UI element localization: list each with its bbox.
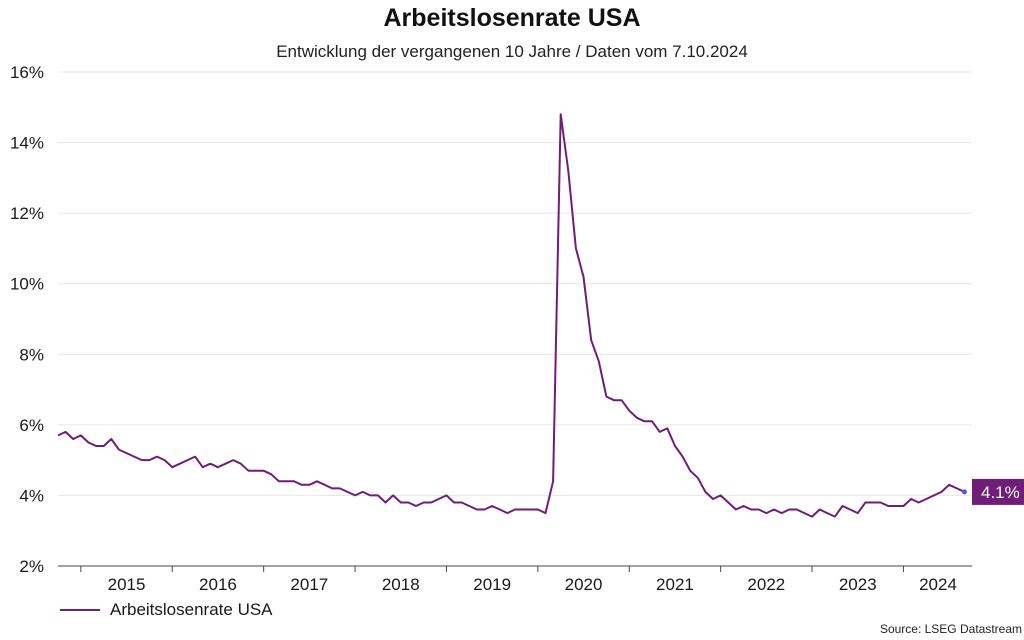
- chart-subtitle: Entwicklung der vergangenen 10 Jahre / D…: [276, 42, 748, 61]
- series-group: [57, 113, 967, 518]
- gridlines: [58, 71, 972, 496]
- x-tick-label: 2022: [747, 575, 785, 594]
- last-point-marker: [961, 489, 967, 495]
- x-tick-label: 2017: [290, 575, 328, 594]
- y-tick-label: 10%: [10, 275, 44, 294]
- legend-swatch: [60, 609, 100, 611]
- x-axis-ticks: 2015 2016 2017 2018 2019 2020 2021 2022 2023 2024: [80, 566, 957, 594]
- last-value-box: [972, 478, 1024, 505]
- legend: Arbeitslosenrate USA: [60, 600, 273, 620]
- y-tick-label: 6%: [19, 416, 44, 435]
- y-tick-label: 16%: [10, 63, 44, 82]
- chart-title: Arbeitslosenrate USA: [383, 4, 641, 32]
- x-tick-label: 2015: [108, 575, 146, 594]
- y-tick-label: 12%: [10, 204, 44, 223]
- x-tick-label: 2023: [839, 575, 877, 594]
- series-line: [57, 113, 965, 518]
- x-tick-label: 2018: [382, 575, 420, 594]
- y-tick-label: 14%: [10, 134, 44, 153]
- x-tick-label: 2019: [473, 575, 511, 594]
- y-tick-label: 8%: [19, 345, 44, 364]
- y-tick-label: 2%: [19, 557, 44, 576]
- x-tick-label: 2016: [199, 575, 237, 594]
- last-value-callout: 4.1%: [972, 478, 1024, 505]
- x-tick-label: 2020: [565, 575, 603, 594]
- source-note: Source: LSEG Datastream: [879, 622, 1022, 636]
- y-axis-ticks: 2% 4% 6% 8% 10% 12% 14% 16%: [10, 63, 44, 576]
- x-tick-label: 2024: [919, 575, 957, 594]
- x-tick-label: 2021: [656, 575, 694, 594]
- y-tick-label: 4%: [19, 486, 44, 505]
- last-value-label: 4.1%: [981, 483, 1020, 502]
- legend-label: Arbeitslosenrate USA: [110, 600, 273, 619]
